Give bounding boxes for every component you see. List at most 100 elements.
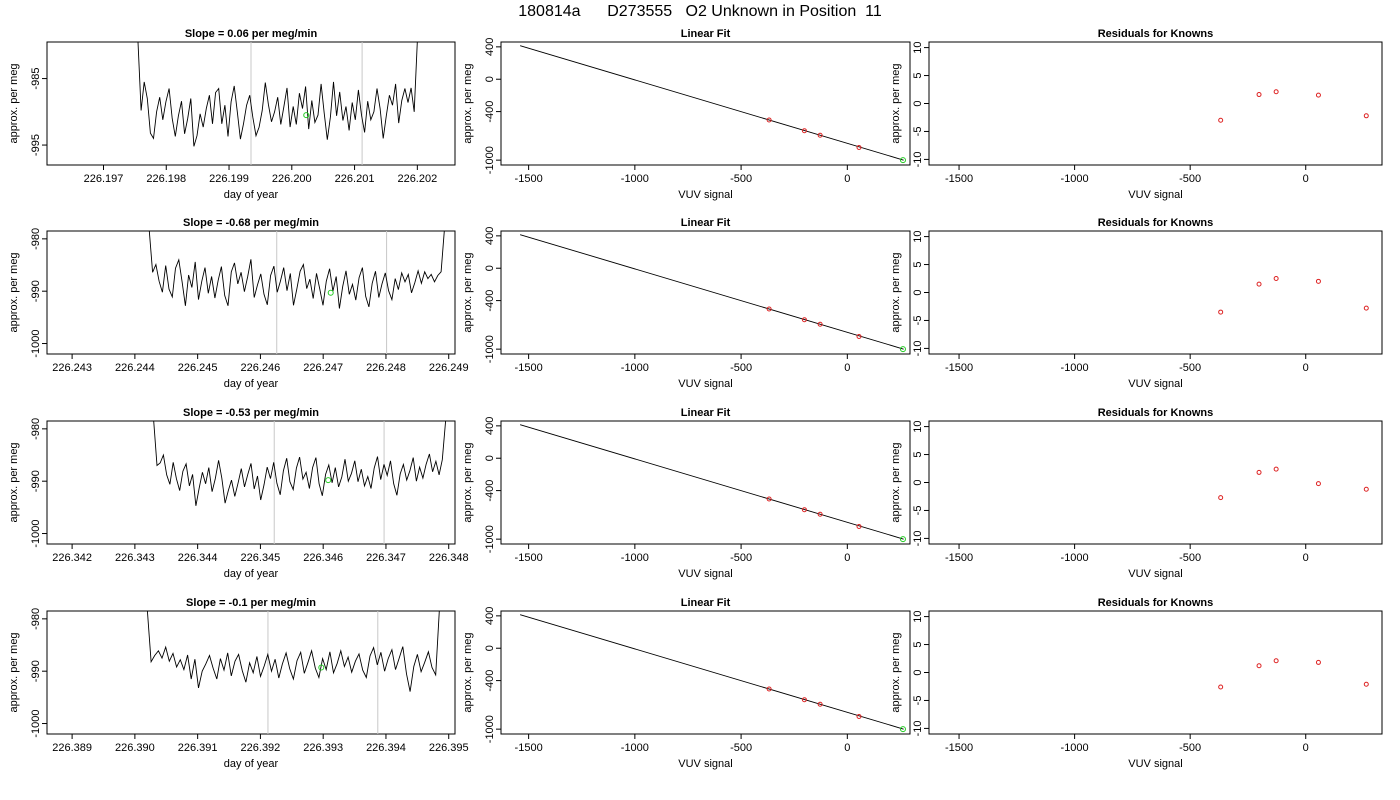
residual-point [1218, 309, 1224, 315]
known-standard-point [766, 306, 772, 312]
y-tick-label: 0 [484, 265, 496, 271]
x-axis-label: VUV signal [1128, 378, 1182, 390]
y-tick-label: 5 [912, 451, 924, 457]
y-axis-label: approx. per meg [462, 252, 474, 332]
y-axis-label: approx. per meg [890, 442, 902, 522]
plot-frame [928, 230, 1383, 355]
x-tick-label: 226.247 [303, 362, 343, 374]
x-tick-label: 226.342 [52, 552, 92, 564]
plot-frame [928, 610, 1383, 735]
chart-panel: Residuals for Knowns VUV signal approx. pe… [890, 217, 1383, 390]
chart-title: Slope = -0.68 per meg/min [183, 217, 319, 229]
x-tick-label: -1500 [515, 173, 543, 185]
residual-point [1315, 92, 1321, 98]
y-tick-label: -10 [912, 340, 924, 356]
x-axis-label: day of year [224, 189, 279, 201]
x-tick-label: 226.389 [52, 742, 92, 754]
unknown-point [899, 726, 906, 733]
chart-panel: Residuals for Knowns VUV signal approx. pe… [890, 597, 1383, 770]
y-tick-label: -1000 [484, 146, 496, 174]
y-tick-label: -1000 [30, 519, 42, 547]
y-tick-label: 0 [912, 479, 924, 485]
residual-point [1363, 681, 1369, 687]
residual-point [1218, 117, 1224, 123]
x-tick-label: 226.390 [115, 742, 155, 754]
residual-point [1363, 113, 1369, 119]
x-tick-label: -500 [730, 173, 752, 185]
chart-title: Residuals for Knowns [1098, 217, 1214, 229]
known-standard-point [766, 686, 772, 692]
chart-title: Linear Fit [681, 407, 731, 419]
chart-panel: Slope = -0.68 per meg/min day of year appr… [8, 217, 469, 390]
x-tick-label: 226.202 [397, 173, 437, 185]
chart-title: Linear Fit [681, 597, 731, 609]
plot-frame [500, 230, 911, 355]
x-tick-label: 226.244 [115, 362, 155, 374]
plot-frame [500, 41, 911, 166]
plot-frame [46, 420, 456, 545]
chart-panel: Linear Fit VUV signal approx. per meg -1500… [462, 28, 911, 201]
x-tick-label: 226.197 [84, 173, 124, 185]
chart-panel: Slope = -0.53 per meg/min day of year appr… [8, 407, 469, 580]
y-tick-label: -980 [30, 228, 42, 250]
y-tick-label: 5 [912, 72, 924, 78]
signal-line [137, 41, 418, 147]
residual-point [1363, 486, 1369, 492]
fit-line [519, 234, 904, 350]
y-tick-label: 10 [912, 230, 924, 242]
x-tick-label: -500 [1179, 552, 1201, 564]
y-tick-label: -400 [484, 290, 496, 312]
residual-point [1256, 469, 1262, 475]
chart-panel: Slope = 0.06 per meg/min day of year appro… [8, 28, 456, 201]
y-tick-label: 5 [912, 641, 924, 647]
y-tick-label: -5 [912, 506, 924, 516]
plot-frame [928, 420, 1383, 545]
unknown-mean-point [303, 112, 310, 119]
y-axis-label: approx. per meg [8, 252, 20, 332]
y-tick-label: 0 [484, 76, 496, 82]
x-axis-label: day of year [224, 568, 279, 580]
y-tick-label: -10 [912, 720, 924, 736]
y-tick-label: -1000 [484, 715, 496, 743]
y-axis-label: approx. per meg [8, 63, 20, 143]
y-tick-label: -990 [30, 660, 42, 682]
y-tick-label: 10 [912, 610, 924, 622]
y-tick-label: 0 [484, 645, 496, 651]
x-tick-label: -500 [1179, 362, 1201, 374]
signal-line [153, 420, 447, 506]
chart-title: Linear Fit [681, 28, 731, 40]
plot-frame [500, 610, 911, 735]
y-tick-label: -5 [912, 316, 924, 326]
y-axis-label: approx. per meg [462, 632, 474, 712]
known-standard-point [856, 524, 862, 530]
y-tick-label: -980 [30, 418, 42, 440]
y-tick-label: -995 [30, 134, 42, 156]
residual-point [1218, 495, 1224, 501]
y-tick-label: 400 [484, 417, 496, 435]
x-tick-label: 226.198 [146, 173, 186, 185]
y-tick-label: 0 [484, 455, 496, 461]
x-tick-label: 226.395 [429, 742, 469, 754]
x-tick-label: -1500 [945, 173, 973, 185]
chart-title: Slope = -0.53 per meg/min [183, 407, 319, 419]
x-tick-label: 226.343 [115, 552, 155, 564]
fit-line [519, 45, 904, 161]
known-standard-point [856, 334, 862, 340]
x-tick-label: 226.248 [366, 362, 406, 374]
known-standard-point [817, 132, 823, 138]
x-tick-label: 226.246 [241, 362, 281, 374]
y-tick-label: 10 [912, 41, 924, 53]
chart-panel: Slope = -0.1 per meg/min day of year appro… [8, 597, 469, 770]
x-tick-label: -500 [1179, 742, 1201, 754]
chart-title: Residuals for Knowns [1098, 28, 1214, 40]
chart-panel: Linear Fit VUV signal approx. per meg -1500… [462, 407, 911, 580]
known-standard-point [801, 507, 807, 513]
y-tick-label: -1000 [30, 709, 42, 737]
residual-point [1315, 278, 1321, 284]
unknown-point [899, 157, 906, 164]
chart-panel: Linear Fit VUV signal approx. per meg -1500… [462, 217, 911, 390]
y-tick-label: 10 [912, 420, 924, 432]
x-tick-label: 0 [1303, 173, 1309, 185]
signal-line [146, 610, 440, 692]
y-axis-label: approx. per meg [890, 63, 902, 143]
